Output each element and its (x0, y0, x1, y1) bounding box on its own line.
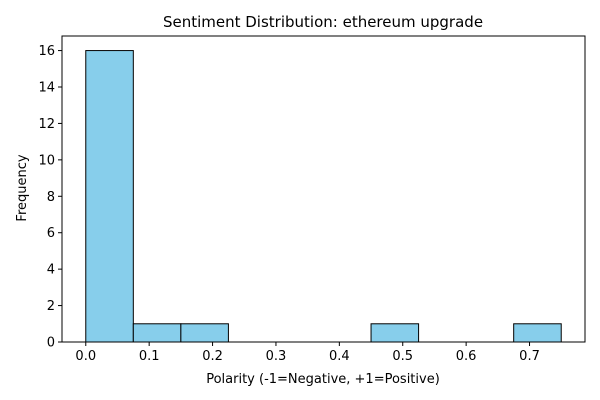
x-tick-label: 0.3 (266, 349, 287, 364)
chart-title: Sentiment Distribution: ethereum upgrade (163, 13, 483, 31)
x-tick-label: 0.5 (392, 349, 413, 364)
histogram-bar-1 (132, 323, 182, 343)
y-tick-label: 16 (38, 44, 55, 59)
y-tick-label: 8 (47, 190, 55, 205)
y-axis-ticks: 0 2 4 6 8 10 12 14 16 (38, 44, 62, 351)
histogram-bar-6 (370, 323, 420, 343)
bars-group (85, 50, 562, 343)
y-tick-label: 4 (47, 263, 55, 278)
x-tick-label: 0.4 (329, 349, 350, 364)
x-tick-label: 0.6 (456, 349, 477, 364)
x-axis-label: Polarity (-1=Negative, +1=Positive) (206, 372, 440, 387)
x-tick-label: 0.1 (139, 349, 160, 364)
x-axis-ticks: 0.0 0.1 0.2 0.3 0.4 0.5 0.6 0.7 (75, 342, 540, 364)
x-tick-label: 0.2 (202, 349, 223, 364)
plot-frame (61, 35, 586, 343)
histogram-bar-9 (513, 323, 562, 343)
y-tick-label: 6 (47, 226, 55, 241)
y-tick-label: 10 (38, 153, 55, 168)
x-tick-label: 0.0 (75, 349, 96, 364)
y-tick-label: 2 (47, 299, 55, 314)
y-tick-label: 0 (47, 336, 55, 351)
histogram-bar-0 (85, 50, 134, 343)
histogram-bar-2 (180, 323, 229, 343)
y-tick-label: 14 (38, 81, 55, 96)
y-axis-label: Frequency (15, 154, 30, 221)
y-tick-label: 12 (38, 117, 55, 132)
x-tick-label: 0.7 (519, 349, 540, 364)
